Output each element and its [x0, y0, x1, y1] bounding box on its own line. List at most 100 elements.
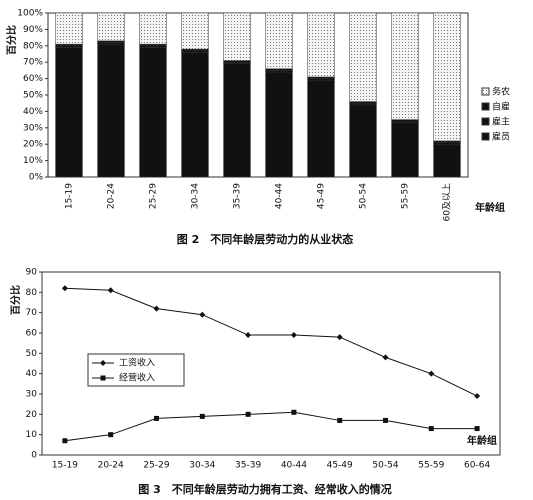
y-tick-label: 0: [31, 451, 37, 461]
legend-swatch: [481, 117, 490, 126]
y-tick-label: 20: [26, 410, 38, 420]
point: [428, 426, 434, 432]
legend-label: 雇主: [492, 116, 510, 128]
point: [245, 332, 252, 339]
x-tick-label: 20-24: [107, 183, 117, 209]
x-tick-label: 20-24: [98, 461, 124, 471]
bar-segment: [391, 12, 419, 120]
y-axis-label: 百分比: [9, 285, 22, 315]
point: [428, 370, 435, 377]
point: [153, 305, 160, 312]
bar-segment: [391, 122, 419, 178]
point: [62, 438, 68, 444]
point: [383, 417, 388, 423]
y-tick-label: 70: [26, 308, 38, 318]
bar-segment: [55, 47, 83, 178]
point: [108, 432, 114, 438]
x-tick-label: 50-54: [372, 461, 398, 471]
point: [199, 413, 205, 419]
point: [290, 332, 297, 339]
y-tick-label: 60: [26, 329, 38, 339]
x-tick-label: 45-49: [317, 183, 327, 209]
y-tick-label: 30%: [23, 123, 43, 133]
legend-box: [87, 353, 185, 387]
bar-segment: [139, 12, 167, 45]
y-tick-label: 80%: [23, 41, 43, 51]
bar-segment: [223, 63, 251, 178]
point: [154, 415, 159, 421]
title: 图 3 不同年龄层劳动力拥有工资、经常收入的情况: [138, 482, 391, 496]
point: [61, 285, 68, 292]
legend-swatch: [481, 87, 490, 96]
legend-swatch: [481, 102, 490, 111]
x-tick-label: 55-59: [418, 461, 444, 471]
bar-segment: [223, 12, 251, 61]
bar-segment: [307, 79, 335, 178]
line: [64, 287, 478, 397]
point: [336, 334, 343, 341]
plot-frame: [41, 271, 501, 456]
point: [291, 409, 297, 415]
x-tick-label: 25-29: [143, 461, 169, 471]
bar-segment: [349, 104, 377, 178]
legend-label: 经营收入: [119, 372, 155, 384]
x-tick-label: 55-59: [401, 183, 411, 209]
bar-segment: [97, 12, 125, 42]
bar-segment: [181, 12, 209, 50]
y-tick-label: 90: [26, 268, 38, 278]
bar-segment: [181, 52, 209, 178]
y-axis-label: 百分比: [5, 25, 18, 55]
bar-segment: [307, 12, 335, 78]
y-tick-label: 40%: [23, 107, 43, 117]
point: [474, 426, 480, 432]
bar-segment: [433, 12, 461, 142]
bar-segment: [265, 71, 293, 178]
y-tick-label: 10%: [23, 156, 43, 166]
x-axis-label: 年龄组: [467, 434, 497, 447]
x-tick-label: 40-44: [281, 461, 307, 471]
line: [64, 411, 478, 442]
x-tick-label: 30-34: [189, 461, 215, 471]
x-axis-label: 年龄组: [475, 201, 505, 214]
title: 图 2 不同年龄层劳动力的从业状态: [177, 232, 353, 246]
legend-label: 雇员: [492, 131, 510, 143]
y-tick-label: 30: [26, 390, 38, 400]
x-tick-label: 15-19: [52, 461, 78, 471]
y-tick-label: 20%: [23, 140, 43, 150]
bar-segment: [433, 143, 461, 178]
legend-label: 务农: [492, 86, 510, 98]
y-tick-label: 10: [26, 430, 38, 440]
bar-segment: [55, 12, 83, 45]
legend-swatch: [481, 132, 490, 141]
point: [382, 354, 389, 361]
legend-label: 工资收入: [119, 357, 155, 369]
bar-segment: [97, 43, 125, 178]
y-tick-label: 60%: [23, 74, 43, 84]
y-tick-label: 50%: [23, 91, 43, 101]
x-tick-label: 50-54: [359, 183, 369, 209]
x-tick-label: 45-49: [327, 461, 353, 471]
y-tick-label: 70%: [23, 58, 43, 68]
x-tick-label: 15-19: [65, 183, 75, 209]
bar-segment: [349, 12, 377, 102]
x-tick-label: 40-44: [275, 183, 285, 209]
legend-label: 自雇: [492, 101, 510, 113]
y-tick-label: 40: [26, 369, 38, 379]
legend-marker: [100, 360, 106, 366]
point: [107, 287, 114, 294]
point: [337, 417, 343, 423]
y-tick-label: 80: [26, 288, 38, 298]
x-tick-label: 60-64: [464, 461, 490, 471]
y-tick-label: 100%: [17, 9, 43, 19]
y-tick-label: 0%: [29, 173, 44, 183]
point: [199, 311, 206, 318]
x-tick-label: 35-39: [235, 461, 261, 471]
point: [474, 393, 481, 400]
y-tick-label: 90%: [23, 25, 43, 35]
legend-marker: [100, 375, 106, 381]
bar-segment: [139, 47, 167, 178]
x-tick-label: 30-34: [191, 183, 201, 209]
y-tick-label: 50: [26, 349, 38, 359]
